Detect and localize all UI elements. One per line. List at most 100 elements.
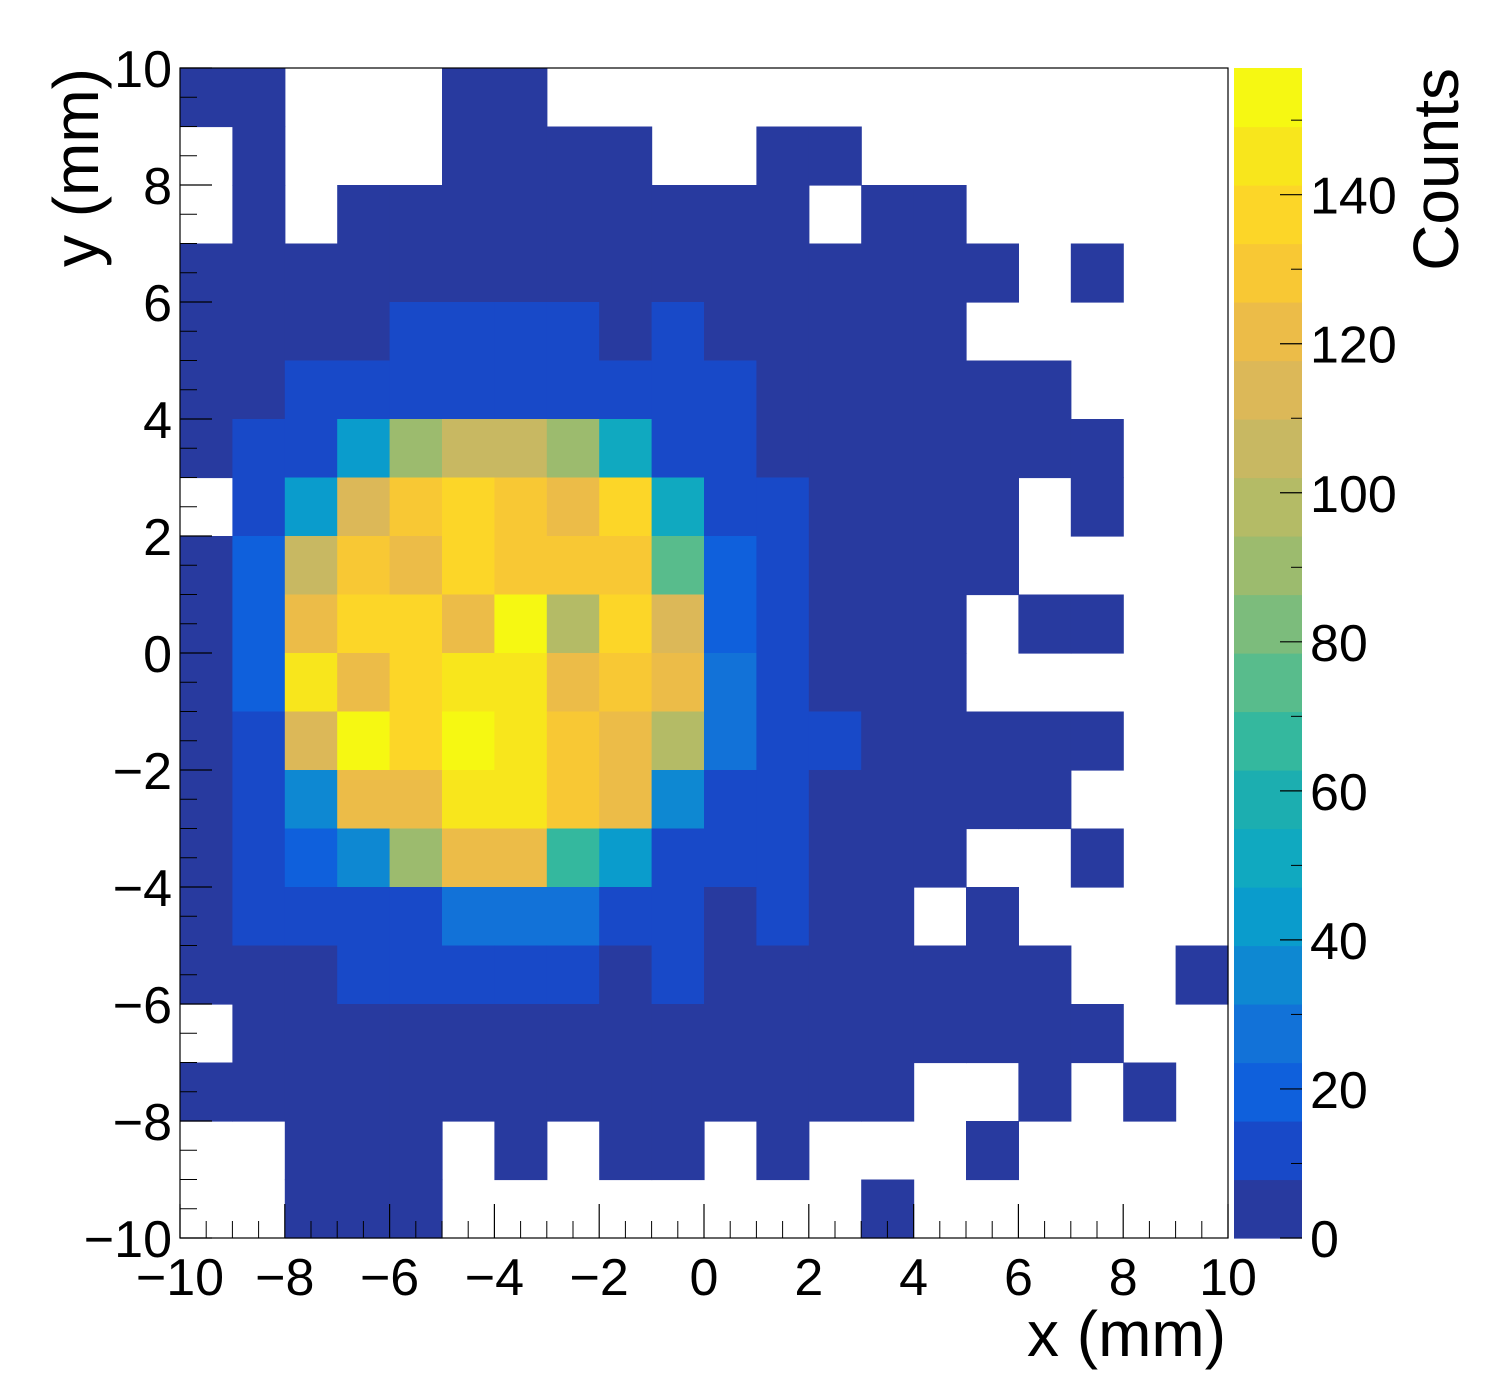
heatmap-cell	[861, 302, 915, 362]
heatmap-cell	[494, 360, 548, 420]
heatmap-cell	[756, 126, 810, 186]
heatmap-cell	[966, 1121, 1019, 1181]
heatmap-cell	[756, 770, 810, 830]
heatmap-cell	[704, 653, 757, 713]
x-tick-label: 4	[899, 1249, 928, 1307]
x-tick-label: −10	[136, 1249, 224, 1307]
heatmap-cell	[284, 302, 338, 362]
x-tick-label: −4	[465, 1249, 524, 1307]
heatmap-cell	[232, 653, 286, 713]
heatmap-cell	[284, 536, 338, 596]
heatmap-cell	[861, 419, 915, 479]
y-tick-label: 4	[143, 392, 172, 450]
heatmap-cell	[546, 887, 600, 947]
heatmap-cell	[442, 477, 495, 537]
heatmap-cell	[389, 828, 443, 888]
heatmap-cell	[913, 828, 967, 888]
heatmap-cell	[546, 770, 600, 830]
heatmap-cell	[1070, 828, 1124, 888]
heatmap-cell	[966, 945, 1019, 1005]
heatmap-cell	[546, 1004, 600, 1064]
heatmap-cell	[913, 243, 967, 303]
x-tick-label: 10	[1199, 1249, 1257, 1307]
heatmap-cell	[1018, 419, 1072, 479]
heatmap-cell	[861, 477, 915, 537]
x-tick-label: −8	[255, 1249, 314, 1307]
heatmap-cell	[494, 887, 548, 947]
heatmap-cell	[284, 594, 338, 654]
heatmap-cell	[442, 945, 495, 1005]
heatmap-cell	[389, 1004, 443, 1064]
heatmap-cell	[337, 419, 391, 479]
heatmap-cell	[599, 536, 653, 596]
x-axis-label: x (mm)	[1027, 1298, 1226, 1370]
heatmap-cell	[704, 243, 757, 303]
heatmap-cell	[913, 594, 967, 654]
heatmap-cell	[861, 185, 915, 245]
heatmap-cell	[704, 887, 757, 947]
heatmap-cell	[599, 945, 653, 1005]
x-tick-label: 6	[1004, 1249, 1033, 1307]
heatmap-cell	[442, 711, 495, 771]
colorbar-segment	[1234, 360, 1302, 420]
heatmap-cell	[756, 1062, 810, 1122]
heatmap-cell	[1018, 360, 1072, 420]
colorbar-segment	[1234, 887, 1302, 947]
heatmap-cell	[966, 243, 1019, 303]
heatmap-cell	[756, 360, 810, 420]
heatmap-cell	[1123, 1062, 1177, 1122]
heatmap-cell	[389, 419, 443, 479]
heatmap-cell	[756, 594, 810, 654]
heatmap-cell	[808, 711, 862, 771]
heatmap-cell	[494, 945, 548, 1005]
heatmap-cell	[546, 653, 600, 713]
heatmap-cell	[232, 828, 286, 888]
heatmap-cell	[284, 887, 338, 947]
heatmap-cell	[651, 653, 705, 713]
heatmap-cell	[232, 536, 286, 596]
heatmap-cell	[494, 828, 548, 888]
heatmap-cell	[651, 1121, 705, 1181]
heatmap-cell	[442, 594, 495, 654]
heatmap-cell	[232, 126, 286, 186]
colorbar-segment	[1234, 185, 1302, 245]
heatmap-cell	[599, 1004, 653, 1064]
heatmap-cell	[704, 711, 757, 771]
colorbar-tick-label: 120	[1310, 317, 1397, 375]
y-tick-label: 2	[143, 509, 172, 567]
heatmap-cell	[913, 360, 967, 420]
heatmap-cell	[284, 1121, 338, 1181]
heatmap-cell	[232, 302, 286, 362]
colorbar-label: Counts	[1400, 68, 1472, 271]
heatmap-cell	[966, 887, 1019, 947]
heatmap-cell	[913, 945, 967, 1005]
heatmap-cell	[337, 770, 391, 830]
heatmap-cell	[389, 945, 443, 1005]
heatmap-cell	[913, 477, 967, 537]
heatmap-cell	[913, 770, 967, 830]
heatmap-cell	[546, 828, 600, 888]
heatmap-cell	[442, 360, 495, 420]
heatmap-cell	[284, 711, 338, 771]
heatmap-cell	[808, 419, 862, 479]
x-tick-label: 8	[1109, 1249, 1138, 1307]
heatmap-cell	[1070, 243, 1124, 303]
y-tick-label: 10	[114, 41, 172, 99]
heatmap-cell	[651, 360, 705, 420]
colorbar-tick-label: 60	[1310, 764, 1368, 822]
heatmap-cell	[284, 770, 338, 830]
heatmap-cell	[704, 536, 757, 596]
heatmap-cell	[494, 126, 548, 186]
heatmap-cell	[808, 302, 862, 362]
y-tick-label: −8	[113, 1094, 172, 1152]
heatmap-cell	[442, 887, 495, 947]
heatmap-cell	[651, 1062, 705, 1122]
colorbar-tick-label: 20	[1310, 1062, 1368, 1120]
heatmap-cell	[1070, 594, 1124, 654]
heatmap-cell	[599, 126, 653, 186]
heatmap-cell	[546, 302, 600, 362]
x-tick-label: −6	[360, 1249, 419, 1307]
colorbar-segment	[1234, 1121, 1302, 1181]
heatmap-cell	[232, 185, 286, 245]
